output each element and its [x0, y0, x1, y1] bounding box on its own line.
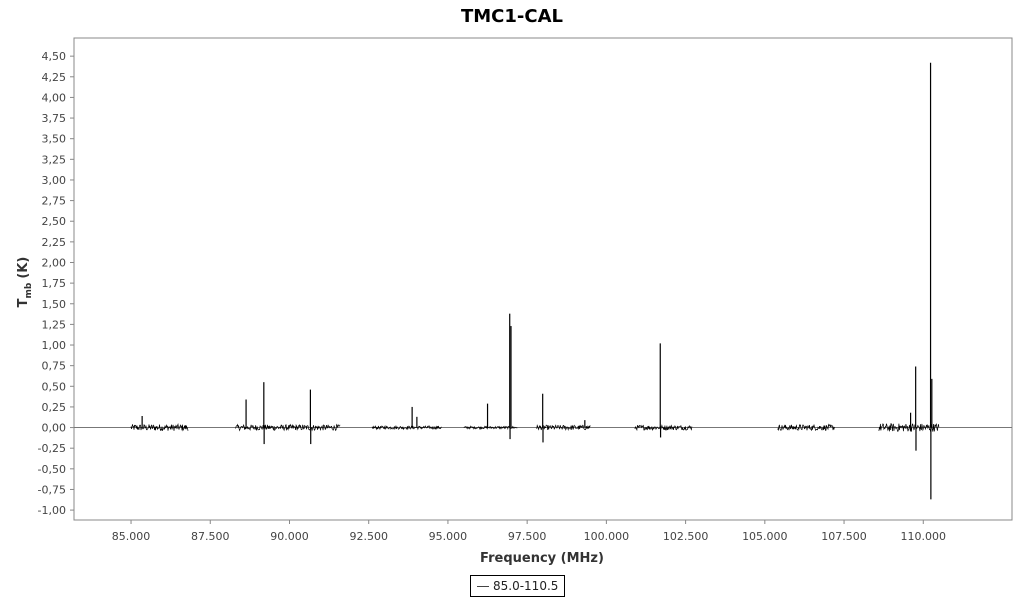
legend: 85.0-110.5	[470, 575, 566, 597]
y-tick-label: -0,25	[38, 442, 66, 455]
y-tick-label: 3,25	[42, 153, 67, 166]
y-tick-label: 4,00	[42, 91, 67, 104]
y-axis-label-main: T	[16, 298, 31, 307]
spectrum-segment	[878, 423, 940, 433]
y-tick-label: 4,50	[42, 50, 67, 63]
y-tick-label: 0,50	[42, 380, 67, 393]
y-tick-label: -1,00	[38, 504, 66, 517]
y-tick-label: 1,75	[42, 277, 67, 290]
legend-label: 85.0-110.5	[493, 579, 559, 593]
x-tick-label: 97.500	[508, 530, 547, 543]
x-tick-label: 110.000	[901, 530, 947, 543]
x-tick-label: 105.000	[742, 530, 788, 543]
y-tick-label: 0,25	[42, 401, 67, 414]
y-tick-label: -0,75	[38, 483, 66, 496]
y-tick-label: 1,25	[42, 318, 67, 331]
y-axis-label-unit: (K)	[16, 257, 31, 279]
spectrum-series	[130, 62, 940, 500]
y-tick-label: 1,00	[42, 339, 67, 352]
x-tick-label: 85.000	[112, 530, 151, 543]
y-tick-label: 2,00	[42, 256, 67, 269]
x-axis-label: Frequency (MHz)	[480, 551, 604, 566]
spectrum-segment	[130, 422, 189, 432]
x-tick-label: 90.000	[270, 530, 309, 543]
x-tick-label: 100.000	[584, 530, 630, 543]
spectrum-segment	[777, 423, 835, 432]
y-tick-label: 2,25	[42, 236, 67, 249]
spectrum-segment	[634, 424, 693, 432]
y-tick-label: 3,50	[42, 133, 67, 146]
plot-area	[73, 37, 1013, 521]
x-tick-label: 107.500	[821, 530, 867, 543]
legend-swatch	[477, 585, 489, 587]
y-tick-label: -0,50	[38, 463, 66, 476]
y-tick-label: 3,00	[42, 174, 67, 187]
spectrum-segment	[235, 423, 341, 432]
chart-title: TMC1-CAL	[461, 6, 563, 27]
x-tick-label: 92.500	[349, 530, 388, 543]
spectrum-segment	[536, 424, 591, 431]
y-tick-label: 0,00	[42, 422, 67, 435]
y-tick-label: 3,75	[42, 112, 67, 125]
y-tick-label: 1,50	[42, 298, 67, 311]
y-axis-label: Tmb (K)	[16, 257, 34, 308]
x-tick-label: 102.500	[663, 530, 709, 543]
y-tick-label: 0,75	[42, 360, 67, 373]
y-axis: -1,00 -0,75 -0,50 -0,25 0,00 0,25 0,50 0,75 1,00…	[38, 50, 74, 517]
y-axis-label-sub: mb	[24, 282, 34, 298]
x-axis: 85.000 87.500 90.000 92.500 95.000 97.500 100.…	[112, 520, 946, 543]
x-tick-label: 95.000	[429, 530, 468, 543]
spectrum-segment	[463, 425, 518, 431]
y-tick-label: 4,25	[42, 71, 67, 84]
y-tick-label: 2,50	[42, 215, 67, 228]
y-tick-label: 2,75	[42, 195, 67, 208]
x-tick-label: 87.500	[191, 530, 230, 543]
spectrum-segment	[371, 424, 442, 431]
